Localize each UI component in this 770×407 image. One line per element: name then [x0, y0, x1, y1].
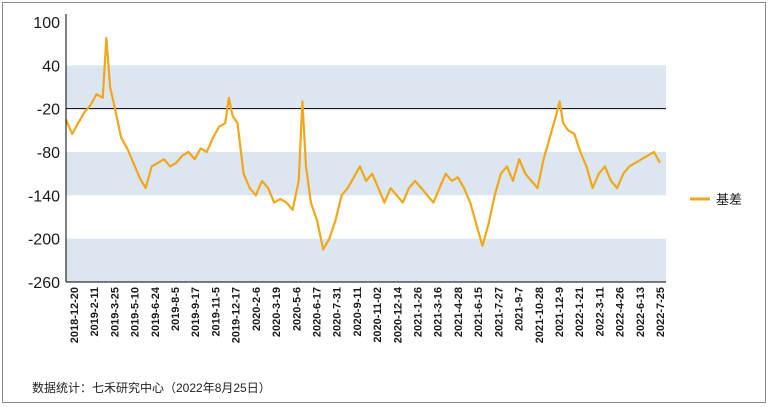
x-tick-label: 2021-10-28 — [534, 287, 546, 343]
y-axis: 100 40 -20 -80 -140 -200 -260 — [28, 14, 67, 292]
band-2 — [66, 238, 666, 282]
band-1 — [66, 152, 666, 196]
series-line-0 — [64, 36, 661, 251]
x-tick-label: 2019-5-10 — [130, 287, 142, 337]
x-axis: 2018-12-20 2019-2-11 2019-3-25 2019-5-10 201… — [66, 281, 667, 343]
y-tick-label: -20 — [37, 102, 60, 119]
x-tick-label: 2020-3-19 — [271, 287, 283, 337]
x-tick-label: 2019-2-11 — [89, 287, 101, 337]
legend-label: 基差 — [716, 192, 742, 207]
x-tick-label: 2021-12-9 — [554, 287, 566, 337]
x-tick-label: 2021-4-28 — [453, 287, 465, 337]
x-tick-label: 2020-11-02 — [372, 287, 384, 343]
x-tick-label: 2019-6-24 — [150, 286, 162, 337]
x-tick-label: 2022-6-13 — [635, 287, 647, 337]
x-tick-label: 2021-3-16 — [433, 287, 445, 337]
y-tick-label: -140 — [28, 188, 60, 205]
series-group — [64, 36, 661, 251]
x-tick-label: 2020-7-31 — [332, 287, 344, 337]
x-tick-label: 2021-6-15 — [473, 287, 485, 337]
x-tick-label: 2020-2-6 — [251, 287, 263, 331]
data-source-note: 数据统计：七禾研究中心（2022年8月25日） — [32, 381, 271, 395]
background-bands — [66, 65, 666, 282]
x-tick-label: 2018-12-20 — [69, 287, 81, 343]
x-tick-label: 2019-3-25 — [109, 287, 121, 337]
x-tick-label: 2020-6-17 — [311, 287, 323, 337]
x-tick-label: 2022-7-25 — [655, 287, 667, 337]
y-tick-label: -260 — [28, 275, 60, 292]
y-tick-label: 40 — [42, 58, 60, 75]
x-tick-label: 2021-1-26 — [413, 287, 425, 337]
y-tick-label: 100 — [33, 15, 60, 32]
y-tick-label: -80 — [37, 145, 60, 162]
y-tick-label: -200 — [28, 232, 60, 249]
x-tick-label: 2019-11-5 — [210, 287, 222, 337]
x-tick-label: 2022-1-21 — [574, 287, 586, 337]
x-tick-label: 2020-9-11 — [352, 287, 364, 337]
x-tick-label: 2021-7-27 — [493, 287, 505, 337]
x-tick-label: 2022-3-11 — [594, 287, 606, 337]
x-tick-label: 2020-12-14 — [392, 286, 404, 343]
x-tick-label: 2021-9-7 — [514, 287, 526, 331]
x-tick-label: 2019-8-5 — [170, 287, 182, 331]
x-tick-label: 2019-12-17 — [231, 287, 243, 343]
x-tick-label: 2022-4-26 — [615, 287, 627, 337]
x-tick-label: 2020-5-6 — [291, 287, 303, 331]
x-tick-label: 2019-9-17 — [190, 287, 202, 337]
legend: 基差 — [690, 192, 742, 207]
band-0 — [66, 65, 666, 109]
